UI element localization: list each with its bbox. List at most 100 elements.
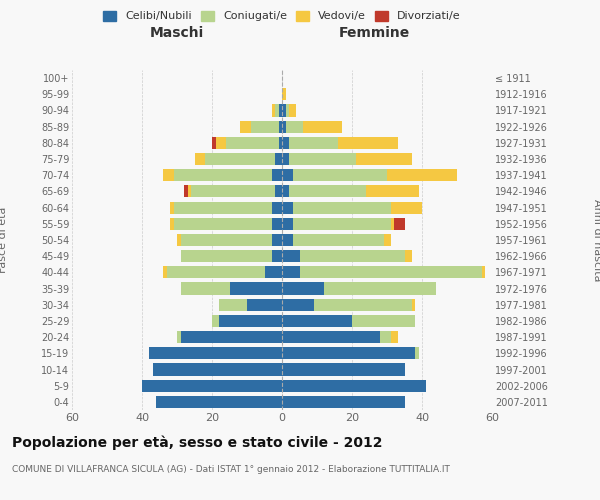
Bar bbox=[163, 169, 173, 181]
Bar bbox=[289, 153, 355, 165]
Bar bbox=[271, 104, 275, 117]
Bar bbox=[293, 234, 383, 246]
Bar bbox=[324, 282, 436, 294]
Bar bbox=[163, 266, 167, 278]
Bar bbox=[352, 315, 415, 327]
Bar bbox=[282, 250, 299, 262]
Bar bbox=[303, 120, 341, 132]
Bar bbox=[289, 104, 296, 117]
Bar bbox=[271, 234, 282, 246]
Bar bbox=[282, 137, 289, 149]
Bar bbox=[282, 298, 314, 311]
Bar bbox=[226, 137, 278, 149]
Bar bbox=[251, 120, 278, 132]
Bar bbox=[314, 298, 412, 311]
Bar bbox=[275, 104, 278, 117]
Bar bbox=[181, 250, 271, 262]
Bar bbox=[271, 250, 282, 262]
Bar bbox=[380, 331, 391, 343]
Bar bbox=[299, 250, 404, 262]
Bar bbox=[293, 202, 391, 213]
Bar bbox=[383, 234, 391, 246]
Bar bbox=[282, 282, 324, 294]
Bar bbox=[177, 234, 181, 246]
Bar bbox=[282, 396, 404, 408]
Bar bbox=[271, 202, 282, 213]
Bar bbox=[170, 202, 173, 213]
Bar bbox=[338, 137, 398, 149]
Bar bbox=[187, 186, 191, 198]
Bar bbox=[282, 266, 299, 278]
Text: Femmine: Femmine bbox=[339, 26, 410, 40]
Bar bbox=[181, 234, 271, 246]
Bar bbox=[282, 315, 352, 327]
Text: Popolazione per età, sesso e stato civile - 2012: Popolazione per età, sesso e stato civil… bbox=[12, 435, 383, 450]
Bar bbox=[282, 186, 289, 198]
Bar bbox=[394, 218, 404, 230]
Bar bbox=[215, 137, 226, 149]
Text: Fasce di età: Fasce di età bbox=[0, 207, 8, 273]
Bar bbox=[282, 104, 286, 117]
Bar bbox=[205, 153, 275, 165]
Bar bbox=[355, 153, 412, 165]
Bar bbox=[173, 169, 271, 181]
Bar bbox=[299, 266, 482, 278]
Bar bbox=[387, 169, 457, 181]
Bar bbox=[177, 331, 181, 343]
Text: Maschi: Maschi bbox=[150, 26, 204, 40]
Text: Anni di nascita: Anni di nascita bbox=[592, 198, 600, 281]
Bar bbox=[181, 282, 229, 294]
Bar bbox=[184, 186, 187, 198]
Bar bbox=[366, 186, 419, 198]
Bar bbox=[289, 137, 338, 149]
Bar bbox=[170, 218, 173, 230]
Bar bbox=[278, 137, 282, 149]
Bar bbox=[293, 169, 387, 181]
Bar bbox=[282, 218, 293, 230]
Bar bbox=[275, 186, 282, 198]
Bar bbox=[278, 104, 282, 117]
Bar bbox=[282, 153, 289, 165]
Bar bbox=[265, 266, 282, 278]
Bar bbox=[152, 364, 282, 376]
Bar bbox=[282, 88, 286, 101]
Bar bbox=[247, 298, 282, 311]
Bar bbox=[282, 380, 425, 392]
Bar bbox=[194, 153, 205, 165]
Bar bbox=[282, 120, 286, 132]
Bar bbox=[293, 218, 391, 230]
Bar bbox=[142, 380, 282, 392]
Bar bbox=[156, 396, 282, 408]
Bar bbox=[219, 315, 282, 327]
Bar bbox=[149, 348, 282, 360]
Bar bbox=[191, 186, 275, 198]
Bar bbox=[286, 120, 303, 132]
Text: COMUNE DI VILLAFRANCA SICULA (AG) - Dati ISTAT 1° gennaio 2012 - Elaborazione TU: COMUNE DI VILLAFRANCA SICULA (AG) - Dati… bbox=[12, 465, 450, 474]
Bar bbox=[275, 153, 282, 165]
Bar bbox=[282, 331, 380, 343]
Bar bbox=[278, 120, 282, 132]
Bar bbox=[212, 137, 215, 149]
Bar bbox=[289, 186, 366, 198]
Bar bbox=[282, 202, 293, 213]
Bar bbox=[229, 282, 282, 294]
Bar bbox=[404, 250, 412, 262]
Bar bbox=[219, 298, 247, 311]
Bar bbox=[282, 364, 404, 376]
Bar bbox=[181, 331, 282, 343]
Bar bbox=[271, 169, 282, 181]
Bar bbox=[173, 218, 271, 230]
Bar bbox=[240, 120, 251, 132]
Bar bbox=[391, 218, 394, 230]
Bar bbox=[282, 169, 293, 181]
Bar bbox=[212, 315, 219, 327]
Bar bbox=[282, 348, 415, 360]
Bar bbox=[282, 234, 293, 246]
Bar bbox=[271, 218, 282, 230]
Bar bbox=[391, 331, 398, 343]
Bar bbox=[482, 266, 485, 278]
Bar bbox=[391, 202, 422, 213]
Bar bbox=[173, 202, 271, 213]
Bar bbox=[415, 348, 419, 360]
Legend: Celibi/Nubili, Coniugati/e, Vedovi/e, Divorziati/e: Celibi/Nubili, Coniugati/e, Vedovi/e, Di… bbox=[103, 10, 461, 22]
